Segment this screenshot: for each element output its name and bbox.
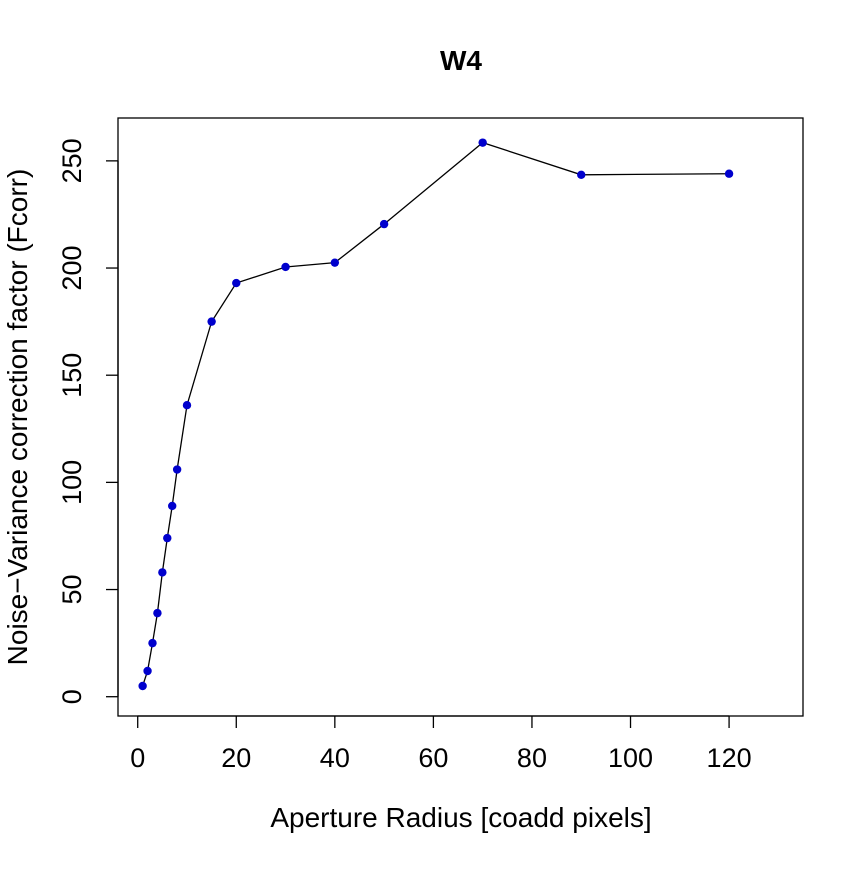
data-point bbox=[158, 568, 167, 577]
y-tick-label: 50 bbox=[57, 575, 87, 605]
x-tick-label: 40 bbox=[320, 743, 350, 773]
chart-title: W4 bbox=[440, 45, 482, 76]
data-point bbox=[577, 170, 586, 179]
x-tick-label: 80 bbox=[517, 743, 547, 773]
y-tick-label: 150 bbox=[57, 353, 87, 398]
x-tick-label: 60 bbox=[418, 743, 448, 773]
data-point bbox=[163, 533, 172, 543]
y-tick-label: 250 bbox=[57, 138, 87, 183]
y-axis-label: Noise−Variance correction factor (Fcorr) bbox=[2, 169, 33, 666]
data-point bbox=[379, 219, 389, 229]
x-tick-label: 100 bbox=[608, 743, 653, 773]
y-tick-label: 100 bbox=[57, 460, 87, 505]
series-layer bbox=[138, 138, 734, 691]
x-tick-label: 120 bbox=[707, 743, 752, 773]
data-point bbox=[168, 501, 177, 511]
y-axis: 0 50 100 150 200 250 bbox=[57, 138, 119, 704]
data-point bbox=[232, 278, 241, 288]
x-tick-label: 0 bbox=[130, 743, 145, 773]
series-line bbox=[142, 141, 730, 687]
data-point bbox=[153, 608, 162, 618]
y-tick-label: 200 bbox=[57, 246, 87, 291]
data-point bbox=[330, 258, 340, 267]
y-tick-label: 0 bbox=[57, 689, 87, 704]
x-tick-label: 20 bbox=[221, 743, 251, 773]
data-point bbox=[148, 638, 157, 648]
data-point bbox=[143, 666, 152, 676]
plot-frame bbox=[117, 117, 804, 717]
x-axis: 0 20 40 60 80 100 120 bbox=[130, 715, 752, 773]
data-point bbox=[478, 138, 487, 147]
data-point bbox=[724, 169, 734, 178]
x-axis-label: Aperture Radius [coadd pixels] bbox=[270, 802, 651, 833]
data-point bbox=[182, 401, 192, 410]
data-point bbox=[172, 465, 182, 474]
data-point bbox=[281, 262, 290, 272]
data-point bbox=[207, 317, 216, 326]
data-point bbox=[138, 681, 147, 691]
